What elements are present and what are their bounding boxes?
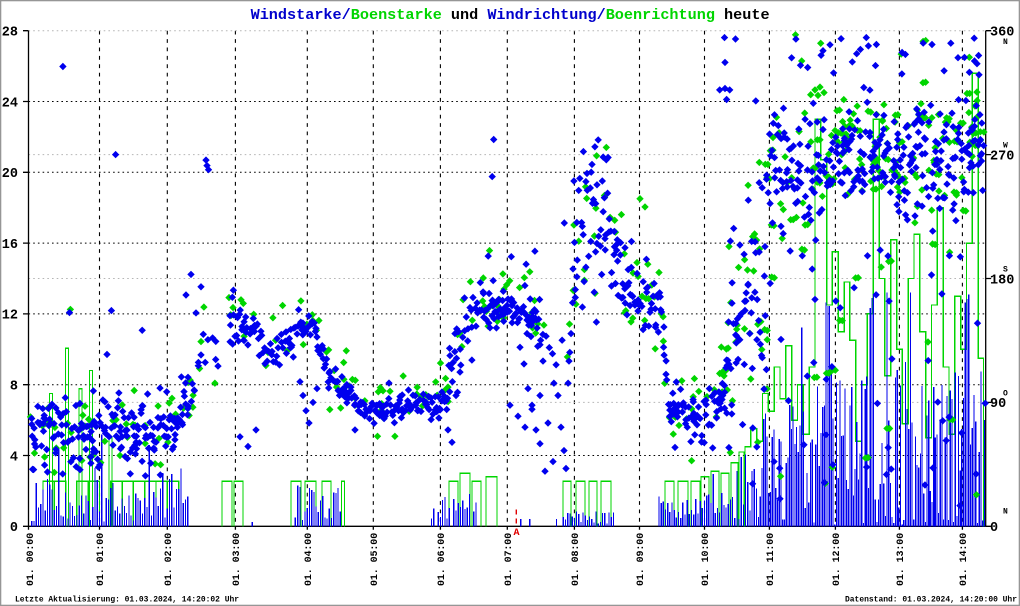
svg-text:N: N — [1003, 507, 1008, 516]
svg-text:01. 14:00: 01. 14:00 — [959, 533, 970, 586]
svg-text:20: 20 — [2, 167, 18, 182]
svg-text:01. 09:00: 01. 09:00 — [636, 533, 647, 586]
svg-text:24: 24 — [2, 96, 18, 111]
svg-text:16: 16 — [2, 238, 18, 253]
svg-text:01. 10:00: 01. 10:00 — [701, 533, 712, 586]
svg-text:01. 08:00: 01. 08:00 — [571, 533, 582, 586]
svg-text:01. 05:00: 01. 05:00 — [370, 533, 381, 586]
svg-text:Letzte Aktualisierung: 01.03.2: Letzte Aktualisierung: 01.03.2024, 14:20… — [15, 595, 239, 605]
svg-text:Windstarke/Boenstarke und Wind: Windstarke/Boenstarke und Windrichtung/B… — [251, 6, 770, 24]
svg-text:01. 07:00: 01. 07:00 — [504, 533, 515, 586]
svg-text:S: S — [1003, 266, 1008, 275]
svg-text:A: A — [513, 528, 519, 539]
svg-text:01. 04:00: 01. 04:00 — [304, 533, 315, 586]
svg-text:360: 360 — [990, 26, 1014, 41]
svg-text:0: 0 — [990, 521, 998, 536]
svg-text:90: 90 — [990, 397, 1006, 412]
svg-text:01. 12:00: 01. 12:00 — [832, 533, 843, 586]
svg-text:O: O — [1003, 389, 1008, 398]
svg-text:180: 180 — [990, 273, 1014, 288]
svg-text:01. 02:00: 01. 02:00 — [164, 533, 175, 586]
svg-text:0: 0 — [10, 521, 18, 536]
svg-text:01. 11:00: 01. 11:00 — [766, 533, 777, 586]
svg-text:01. 00:00: 01. 00:00 — [26, 533, 37, 586]
svg-text:01. 13:00: 01. 13:00 — [896, 533, 907, 586]
svg-text:01. 01:00: 01. 01:00 — [96, 533, 107, 586]
svg-text:01. 06:00: 01. 06:00 — [437, 533, 448, 586]
svg-text:N: N — [1003, 38, 1008, 47]
svg-text:W: W — [1003, 142, 1008, 151]
svg-text:12: 12 — [2, 309, 18, 324]
svg-text:4: 4 — [10, 450, 18, 465]
svg-text:8: 8 — [10, 380, 18, 395]
svg-text:28: 28 — [2, 26, 18, 41]
svg-text:270: 270 — [990, 149, 1014, 164]
svg-text:Datenstand: 01.03.2024, 14:20:: Datenstand: 01.03.2024, 14:20:00 Uhr — [845, 595, 1017, 605]
svg-text:01. 03:00: 01. 03:00 — [232, 533, 243, 586]
